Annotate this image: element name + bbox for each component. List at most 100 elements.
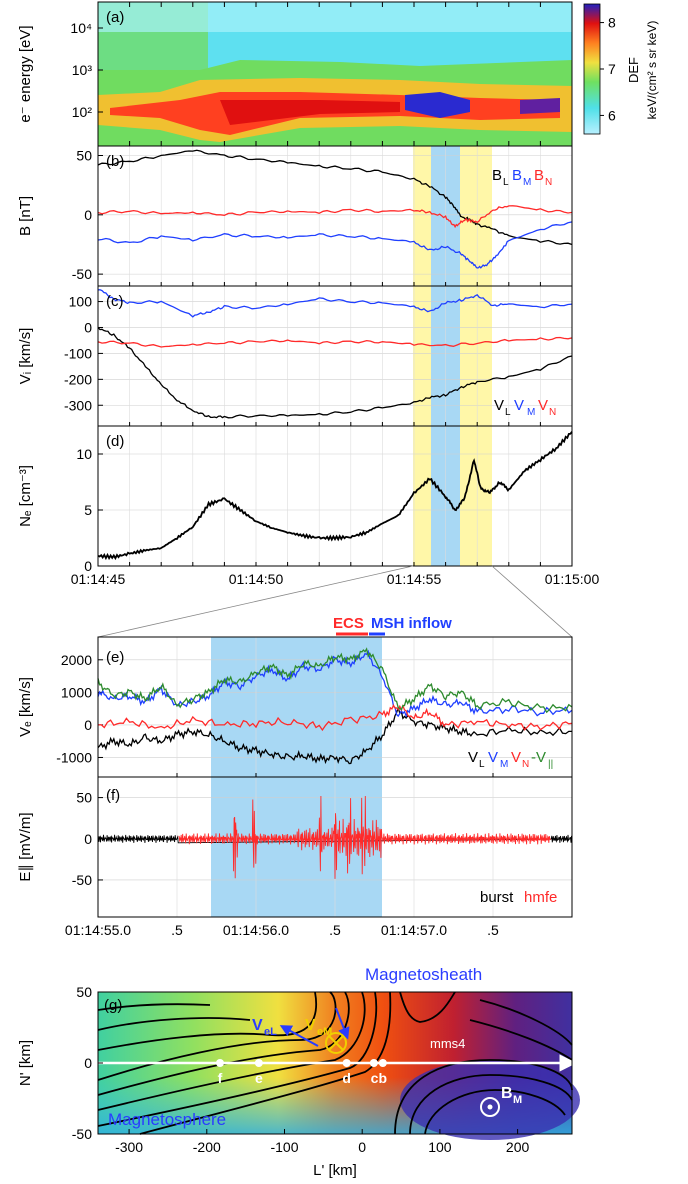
label-magnetosheath: Magnetosheath bbox=[365, 965, 482, 984]
ytick-label-f-2: 50 bbox=[76, 790, 92, 806]
series-4-V_L bbox=[97, 705, 572, 765]
ytick-label-g-0: -50 bbox=[72, 1126, 92, 1142]
ytick-label-2-4: 100 bbox=[69, 294, 93, 310]
ytick-label-a-1: 10³ bbox=[72, 62, 93, 78]
point-label-e: e bbox=[255, 1070, 263, 1086]
legend-c-0: V bbox=[494, 397, 504, 414]
xlabel-g: L' [km] bbox=[313, 1162, 357, 1179]
xtick-label-3-3: 01:15:00 bbox=[545, 571, 600, 587]
panel-f: -50 0 50 01:14:55.0 .5 01:14:56.0 .5 01:14:57.0… bbox=[17, 776, 573, 938]
xtick-label-3-2: 01:14:55 bbox=[387, 571, 442, 587]
ylabel-d: Nₑ [cm⁻³] bbox=[17, 465, 34, 527]
into-page-icon bbox=[325, 1032, 347, 1054]
xtick-label-g-0: -300 bbox=[115, 1139, 143, 1155]
legend-e-5: N bbox=[522, 759, 529, 770]
legend-c-1: L bbox=[505, 407, 511, 418]
legend-b-3: M bbox=[523, 177, 531, 188]
colorbar-label-1: DEF bbox=[626, 57, 641, 83]
ytick-label-1-0: -50 bbox=[72, 266, 92, 282]
ylabel-f: E∥ [mV/m] bbox=[17, 812, 34, 881]
panel-label-b: (b) bbox=[106, 153, 124, 170]
legend-e-4: V bbox=[511, 749, 521, 766]
colorbar-label-2: keV/(cm² s sr keV) bbox=[645, 21, 659, 120]
ytick-label-a-2: 10⁴ bbox=[70, 20, 92, 36]
cb-tick-label-2: 8 bbox=[608, 15, 616, 31]
legend-b-2: B bbox=[512, 167, 522, 184]
series-f-hmfe bbox=[178, 795, 551, 879]
ylabel-b: B [nT] bbox=[17, 196, 34, 236]
vel-arrow bbox=[279, 1025, 319, 1047]
point-label-f: f bbox=[218, 1070, 223, 1086]
out-of-page-icon bbox=[480, 1097, 500, 1117]
zoom-line-right bbox=[491, 565, 573, 638]
yellow-band-2 bbox=[460, 146, 492, 286]
xtick-label-g-3: 0 bbox=[358, 1139, 366, 1155]
legend-b: B L B M B N bbox=[492, 167, 552, 188]
ytick-label-4-0: -1000 bbox=[56, 749, 92, 765]
legend-c-5: N bbox=[549, 407, 556, 418]
label-vel-sub: eL bbox=[264, 1026, 277, 1038]
legend-c-4: V bbox=[538, 397, 548, 414]
legend-c-2: V bbox=[514, 397, 524, 414]
xtick-label-f-2: 01:14:56.0 bbox=[223, 922, 289, 938]
legend-b-0: B bbox=[492, 167, 502, 184]
ylabel-a: e⁻ energy [eV] bbox=[17, 25, 34, 122]
panel-label-d: (d) bbox=[106, 433, 124, 450]
legend-e-7: || bbox=[548, 759, 553, 770]
legend-b-1: L bbox=[503, 177, 509, 188]
ytick-label-g-2: 50 bbox=[76, 984, 92, 1000]
point-d bbox=[342, 1059, 351, 1067]
ytick-label-2-0: -300 bbox=[64, 397, 92, 413]
xtick-label-g-1: -200 bbox=[193, 1139, 221, 1155]
panel-e: ECS MSH inflow -1000 0 1000 2000 (e) Vₑ [km… bbox=[17, 615, 573, 778]
ytick-label-2-3: 0 bbox=[84, 319, 92, 335]
legend-c: V L V M V N bbox=[494, 397, 556, 418]
ytick-label-f-0: -50 bbox=[72, 872, 92, 888]
ytick-label-3-0: 0 bbox=[84, 558, 92, 574]
xtick-label-f-4: 01:14:57.0 bbox=[381, 922, 447, 938]
point-e bbox=[254, 1059, 263, 1067]
label-mms4: mms4 bbox=[430, 1036, 465, 1051]
xtick-label-g-4: 100 bbox=[428, 1139, 452, 1155]
ytick-label-3-2: 10 bbox=[76, 446, 92, 462]
ytick-label-2-2: -100 bbox=[64, 345, 92, 361]
ytick-label-4-3: 2000 bbox=[61, 652, 92, 668]
ytick-label-f-1: 0 bbox=[84, 831, 92, 847]
panel-label-f: (f) bbox=[106, 787, 120, 804]
point-label-d: d bbox=[342, 1070, 351, 1086]
ytick-label-4-2: 1000 bbox=[61, 684, 92, 700]
xtick-label-f-3: .5 bbox=[329, 922, 341, 938]
series-3-N_e bbox=[97, 431, 573, 561]
series-4--V_|| bbox=[97, 647, 573, 714]
ytick-label-1-2: 50 bbox=[76, 147, 92, 163]
legend-e-3: M bbox=[500, 759, 508, 770]
series-f-burst bbox=[97, 834, 573, 844]
label-vem: V bbox=[305, 1017, 316, 1034]
panel-b: -50 0 50 (b) B [nT] B L B M B N bbox=[17, 145, 573, 287]
series-1-B_M bbox=[97, 221, 573, 269]
zoom-line-left bbox=[97, 565, 414, 638]
xtick-label-f-5: .5 bbox=[487, 922, 499, 938]
panel-label-c: (c) bbox=[106, 293, 124, 310]
label-bm: B bbox=[501, 1085, 513, 1102]
xtick-label-f-1: .5 bbox=[171, 922, 183, 938]
legend-b-4: B bbox=[534, 167, 544, 184]
legend-e-1: L bbox=[479, 759, 485, 770]
legend-c-3: M bbox=[527, 407, 535, 418]
annotation-ecs: ECS bbox=[333, 615, 364, 632]
ytick-label-g-1: 0 bbox=[84, 1055, 92, 1071]
vem-arrow bbox=[335, 1007, 350, 1040]
cb-tick-label-0: 6 bbox=[608, 107, 616, 123]
label-bm-sub: M bbox=[513, 1094, 522, 1106]
panel-c: -300 -200 -100 0 100 (c) Vᵢ [km/s] V L V M V… bbox=[17, 285, 573, 427]
ytick-label-1-1: 0 bbox=[84, 207, 92, 223]
legend-b-5: N bbox=[545, 177, 552, 188]
xtick-label-3-0: 01:14:45 bbox=[71, 571, 126, 587]
legend-f-hmfe: hmfe bbox=[524, 889, 557, 906]
colorbar bbox=[583, 3, 601, 135]
series-1-B_N bbox=[97, 205, 573, 229]
xtick-label-f-0: 01:14:55.0 bbox=[65, 922, 131, 938]
ylabel-g: N' [km] bbox=[17, 1040, 34, 1086]
annotation-msh-inflow: MSH inflow bbox=[371, 615, 452, 632]
